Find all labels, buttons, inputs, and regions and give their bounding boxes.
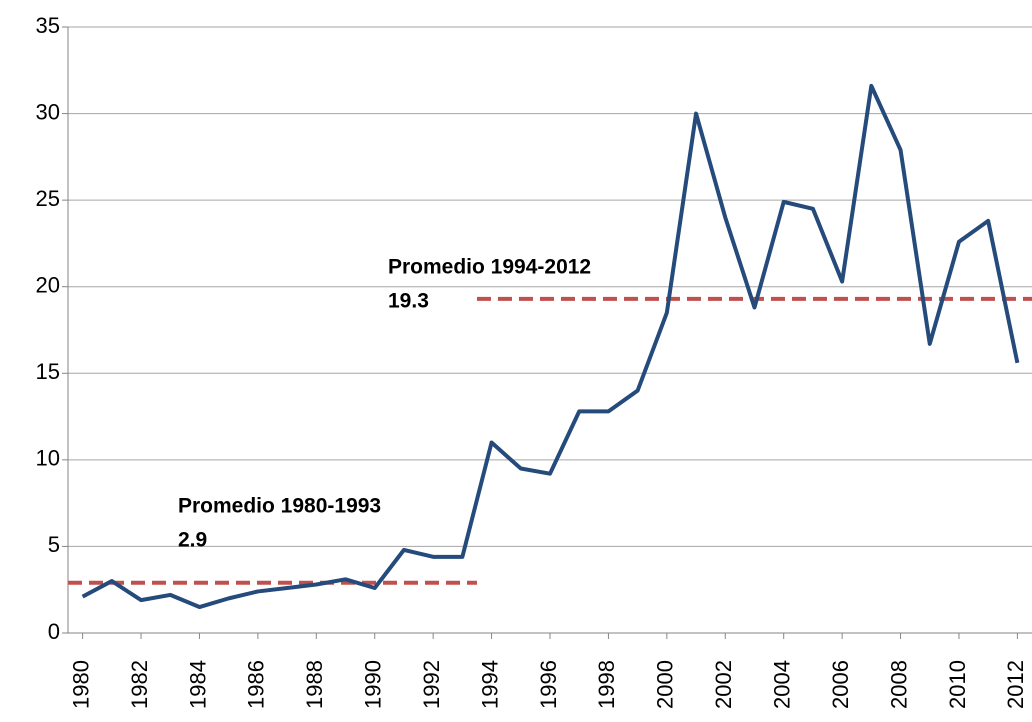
y-tick-label: 30 — [36, 99, 60, 124]
x-tick-label: 2004 — [770, 660, 795, 709]
x-tick-label: 1996 — [536, 660, 561, 709]
annotation-value: 2.9 — [178, 529, 207, 552]
x-tick-label: 1980 — [68, 660, 93, 709]
y-tick-label: 10 — [36, 446, 60, 471]
data-line — [81, 83, 1020, 610]
x-tick-label: 1994 — [477, 660, 502, 709]
x-tick-label: 2000 — [653, 660, 678, 709]
y-tick-label: 35 — [36, 13, 60, 38]
x-tick-label: 1988 — [302, 660, 327, 709]
y-tick-label: 15 — [36, 359, 60, 384]
x-tick-label: 2008 — [886, 660, 911, 709]
x-tick-label: 1986 — [244, 660, 269, 709]
x-tick-label: 1992 — [419, 660, 444, 709]
y-tick-label: 5 — [48, 532, 60, 557]
annotation-value: 19.3 — [388, 290, 429, 313]
x-tick-label: 2006 — [828, 660, 853, 709]
x-tick-label: 1990 — [361, 660, 386, 709]
y-tick-label: 25 — [36, 186, 60, 211]
x-tick-label: 1998 — [594, 660, 619, 709]
x-tick-label: 1984 — [185, 660, 210, 709]
x-tick-label: 2012 — [1003, 660, 1028, 709]
annotation-title: Promedio 1980-1993 — [178, 495, 381, 518]
y-tick-label: 20 — [36, 273, 60, 298]
x-tick-label: 2010 — [945, 660, 970, 709]
y-tick-label: 0 — [48, 619, 60, 644]
x-tick-label: 2002 — [711, 660, 736, 709]
annotation-title: Promedio 1994-2012 — [388, 256, 591, 279]
x-tick-label: 1982 — [127, 660, 152, 709]
